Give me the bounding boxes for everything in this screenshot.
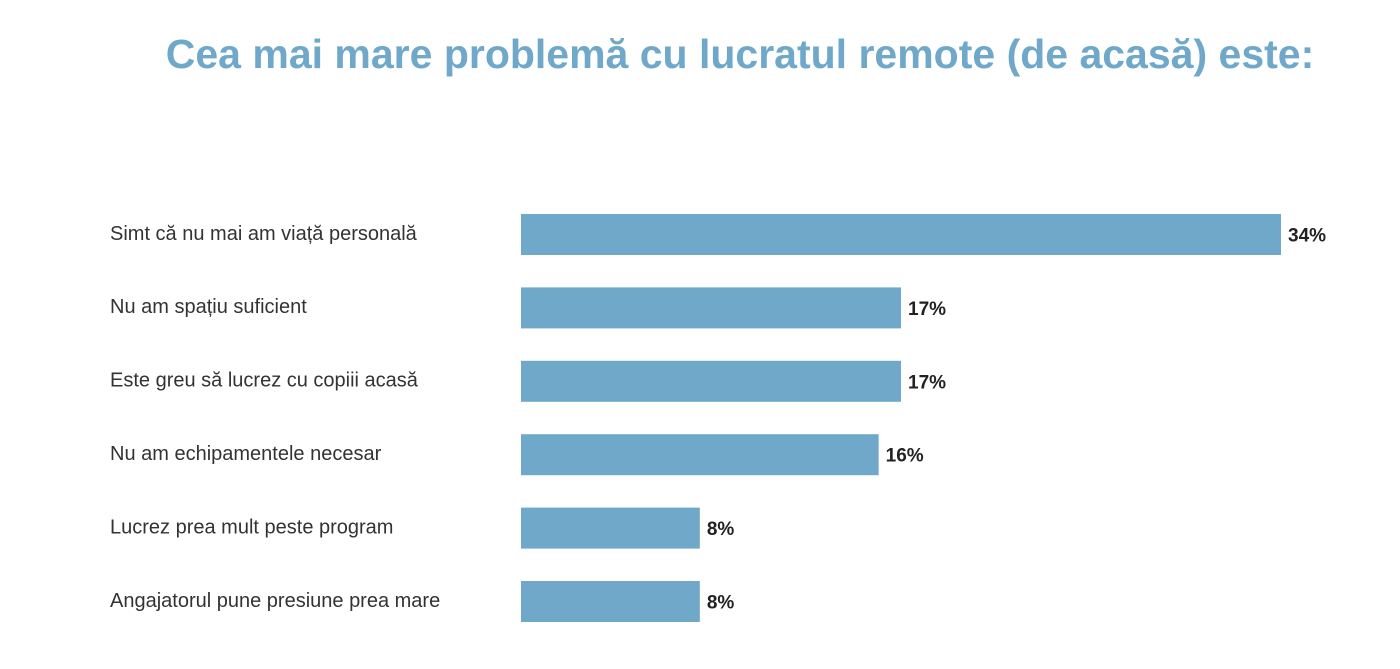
bar <box>521 360 901 402</box>
value-label: 16% <box>886 446 924 467</box>
category-label: Este greu să lucrez cu copiii acasă <box>110 370 419 392</box>
bar <box>521 214 1281 255</box>
value-label: 8% <box>707 593 735 614</box>
value-label: 8% <box>707 519 735 540</box>
category-label: Lucrez prea mult peste program <box>110 516 393 538</box>
category-label: Angajatorul pune presiune prea mare <box>110 590 440 612</box>
chart-title: Cea mai mare problemă cu lucratul remote… <box>165 31 1315 77</box>
bar <box>521 434 879 476</box>
category-label: Nu am spațiu suficient <box>110 296 307 318</box>
bar <box>521 581 700 622</box>
value-label: 17% <box>908 372 946 393</box>
bar <box>521 507 700 549</box>
bar <box>521 287 901 329</box>
category-label: Simt că nu mai am viață personală <box>110 223 418 245</box>
value-label: 17% <box>908 299 946 320</box>
value-label: 34% <box>1288 226 1326 247</box>
category-label: Nu am echipamentele necesar <box>110 443 382 465</box>
